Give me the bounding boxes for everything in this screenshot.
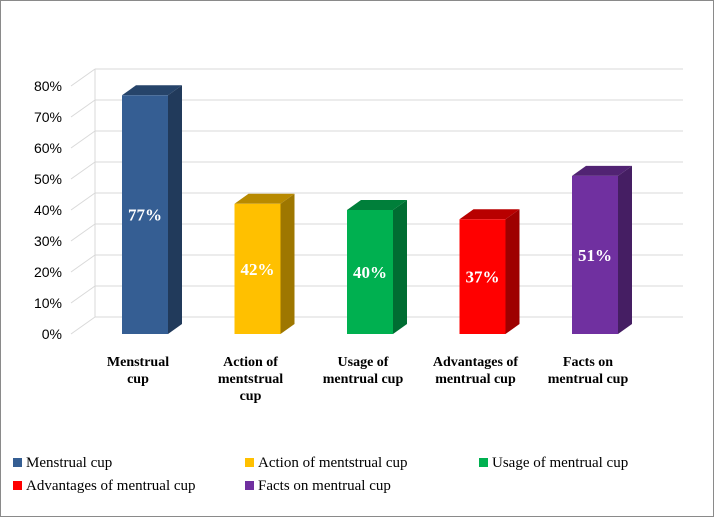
x-category-label: Menstrual: [107, 355, 169, 370]
gridline-depth: [70, 316, 96, 335]
legend-label: Advantages of mentrual cup: [26, 478, 196, 494]
gridline-depth: [70, 68, 96, 87]
y-tick-label: 70%: [34, 109, 62, 125]
x-category-label: mentrual cup: [548, 372, 629, 387]
legend-label: Facts on mentrual cup: [258, 478, 391, 494]
bar: [234, 203, 281, 334]
x-category-label: mentrual cup: [323, 372, 404, 387]
gridline-depth: [70, 192, 96, 211]
y-tick-label: 0%: [42, 326, 62, 342]
gridline-depth: [70, 285, 96, 304]
legend-label: Menstrual cup: [26, 455, 112, 471]
x-category-label: Advantages of: [433, 355, 519, 370]
legend-swatch: [13, 481, 22, 490]
y-tick-label: 10%: [34, 295, 62, 311]
legend-swatch: [245, 481, 254, 490]
bar-top: [572, 165, 632, 176]
gridline-depth: [70, 254, 96, 273]
bar: [122, 95, 168, 334]
x-category-label: mentrual cup: [435, 372, 516, 387]
bar-side: [280, 193, 295, 334]
x-category-label: cup: [127, 372, 149, 387]
bar-top: [122, 85, 182, 96]
legend-label: Action of mentstrual cup: [258, 455, 408, 471]
bar: [347, 210, 393, 334]
bar-top: [234, 193, 295, 204]
gridline-depth: [70, 130, 96, 149]
legend-swatch: [479, 458, 488, 467]
x-category-label: Facts on: [563, 355, 613, 370]
data-label: 40%: [353, 263, 387, 282]
bar-side: [393, 200, 407, 334]
legend-swatch: [13, 458, 22, 467]
data-label: 37%: [466, 268, 500, 287]
bar-side: [168, 85, 182, 334]
data-label: 77%: [128, 206, 162, 225]
x-category-label: cup: [240, 389, 262, 404]
y-tick-label: 30%: [34, 233, 62, 249]
bar-side: [505, 209, 520, 334]
legend-label: Usage of mentrual cup: [492, 455, 628, 471]
y-tick-label: 80%: [34, 78, 62, 94]
data-label: 42%: [241, 260, 275, 279]
bar: [459, 219, 506, 334]
y-tick-label: 50%: [34, 171, 62, 187]
legend-swatch: [245, 458, 254, 467]
y-tick-label: 20%: [34, 264, 62, 280]
y-tick-label: 60%: [34, 140, 62, 156]
data-label: 51%: [578, 246, 612, 265]
gridline-depth: [70, 99, 96, 118]
bar-side: [618, 165, 632, 334]
x-category-label: Usage of: [338, 355, 389, 370]
x-category-label: Action of: [223, 355, 278, 370]
bar-top: [347, 200, 407, 210]
bar: [572, 175, 618, 334]
gridline-depth: [70, 161, 96, 180]
bar-top: [459, 209, 520, 220]
gridline-depth: [70, 223, 96, 242]
y-tick-label: 40%: [34, 202, 62, 218]
x-category-label: mentstrual: [218, 372, 283, 387]
